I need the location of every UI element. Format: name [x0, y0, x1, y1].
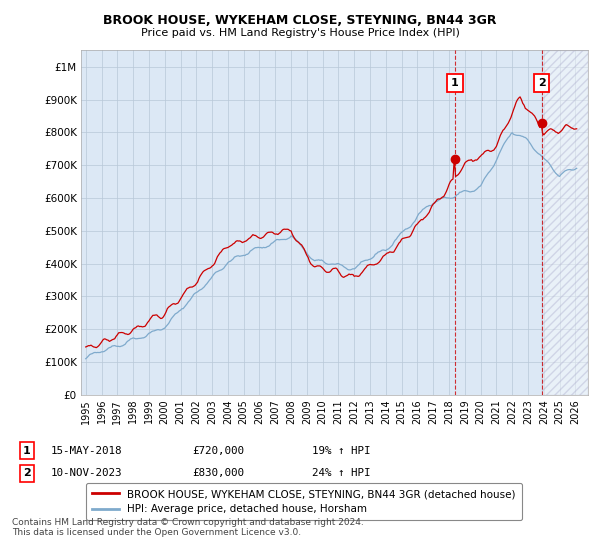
- Text: 19% ↑ HPI: 19% ↑ HPI: [312, 446, 371, 456]
- Text: Contains HM Land Registry data © Crown copyright and database right 2024.
This d: Contains HM Land Registry data © Crown c…: [12, 518, 364, 538]
- Text: 1: 1: [451, 78, 459, 88]
- Text: 24% ↑ HPI: 24% ↑ HPI: [312, 468, 371, 478]
- Text: 10-NOV-2023: 10-NOV-2023: [51, 468, 122, 478]
- Bar: [542, 50, 588, 395]
- Text: Price paid vs. HM Land Registry's House Price Index (HPI): Price paid vs. HM Land Registry's House …: [140, 28, 460, 38]
- Text: 1: 1: [23, 446, 31, 456]
- Legend: BROOK HOUSE, WYKEHAM CLOSE, STEYNING, BN44 3GR (detached house), HPI: Average pr: BROOK HOUSE, WYKEHAM CLOSE, STEYNING, BN…: [86, 483, 521, 520]
- Text: 2: 2: [538, 78, 545, 88]
- Text: BROOK HOUSE, WYKEHAM CLOSE, STEYNING, BN44 3GR: BROOK HOUSE, WYKEHAM CLOSE, STEYNING, BN…: [103, 14, 497, 27]
- Text: 15-MAY-2018: 15-MAY-2018: [51, 446, 122, 456]
- Text: 2: 2: [23, 468, 31, 478]
- Text: £830,000: £830,000: [192, 468, 244, 478]
- Text: £720,000: £720,000: [192, 446, 244, 456]
